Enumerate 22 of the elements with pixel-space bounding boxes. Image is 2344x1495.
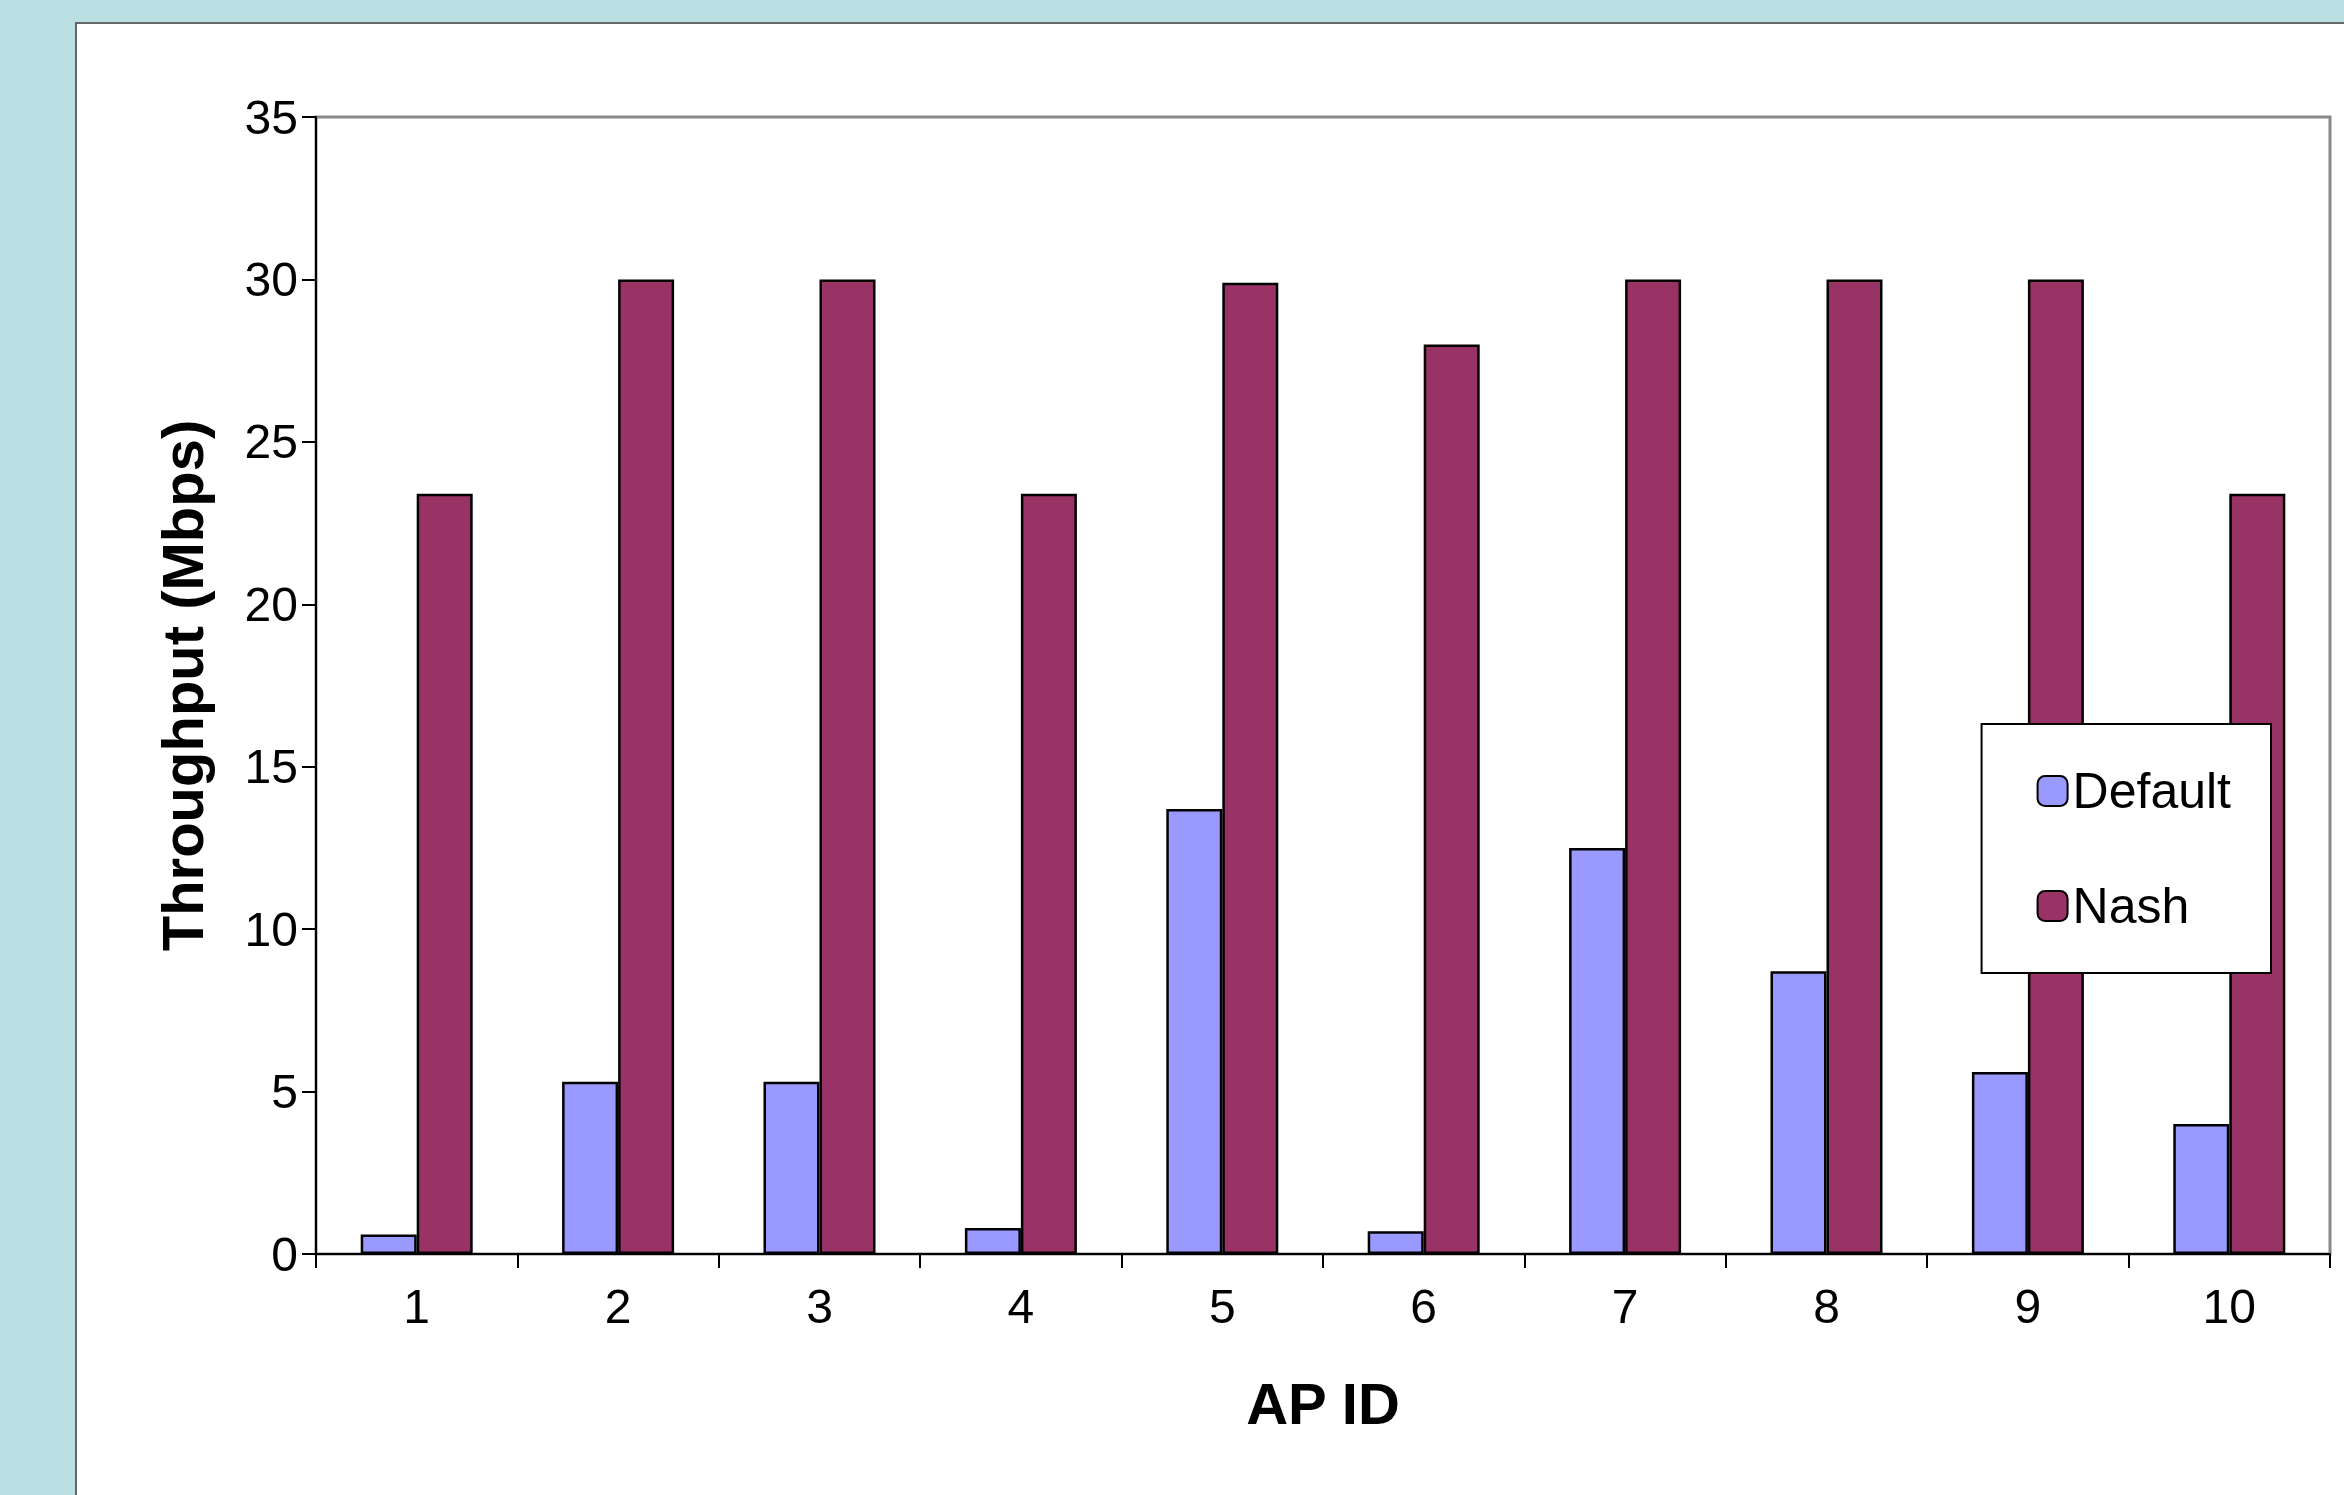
- y-tick-label: 5: [271, 1065, 298, 1119]
- x-tick-label: 5: [1208, 1279, 1236, 1333]
- x-tick-label: 7: [1611, 1279, 1639, 1333]
- x-tick-label: 6: [1410, 1279, 1438, 1333]
- y-tick-label: 0: [271, 1227, 298, 1281]
- legend-label: Default: [2072, 763, 2232, 819]
- y-tick-label: 20: [244, 577, 298, 631]
- y-tick-label: 25: [244, 415, 298, 469]
- x-tick-label: 9: [2014, 1279, 2042, 1333]
- x-tick-label: 8: [1813, 1279, 1840, 1333]
- x-tick-label: 10: [2202, 1279, 2256, 1333]
- x-axis-title: AP ID: [1246, 1370, 1400, 1436]
- y-tick-label: 35: [244, 90, 298, 144]
- x-tick-label: 2: [604, 1279, 632, 1333]
- x-tick-label: 3: [806, 1279, 833, 1333]
- legend-label: Nash: [2072, 878, 2190, 934]
- y-tick-label: 10: [244, 902, 298, 956]
- y-tick-label: 15: [244, 740, 298, 794]
- x-tick-label: 4: [1007, 1279, 1035, 1333]
- y-axis-title: Throughput (Mbps): [149, 419, 215, 952]
- y-tick-label: 30: [244, 252, 298, 306]
- x-tick-label: 1: [403, 1279, 431, 1333]
